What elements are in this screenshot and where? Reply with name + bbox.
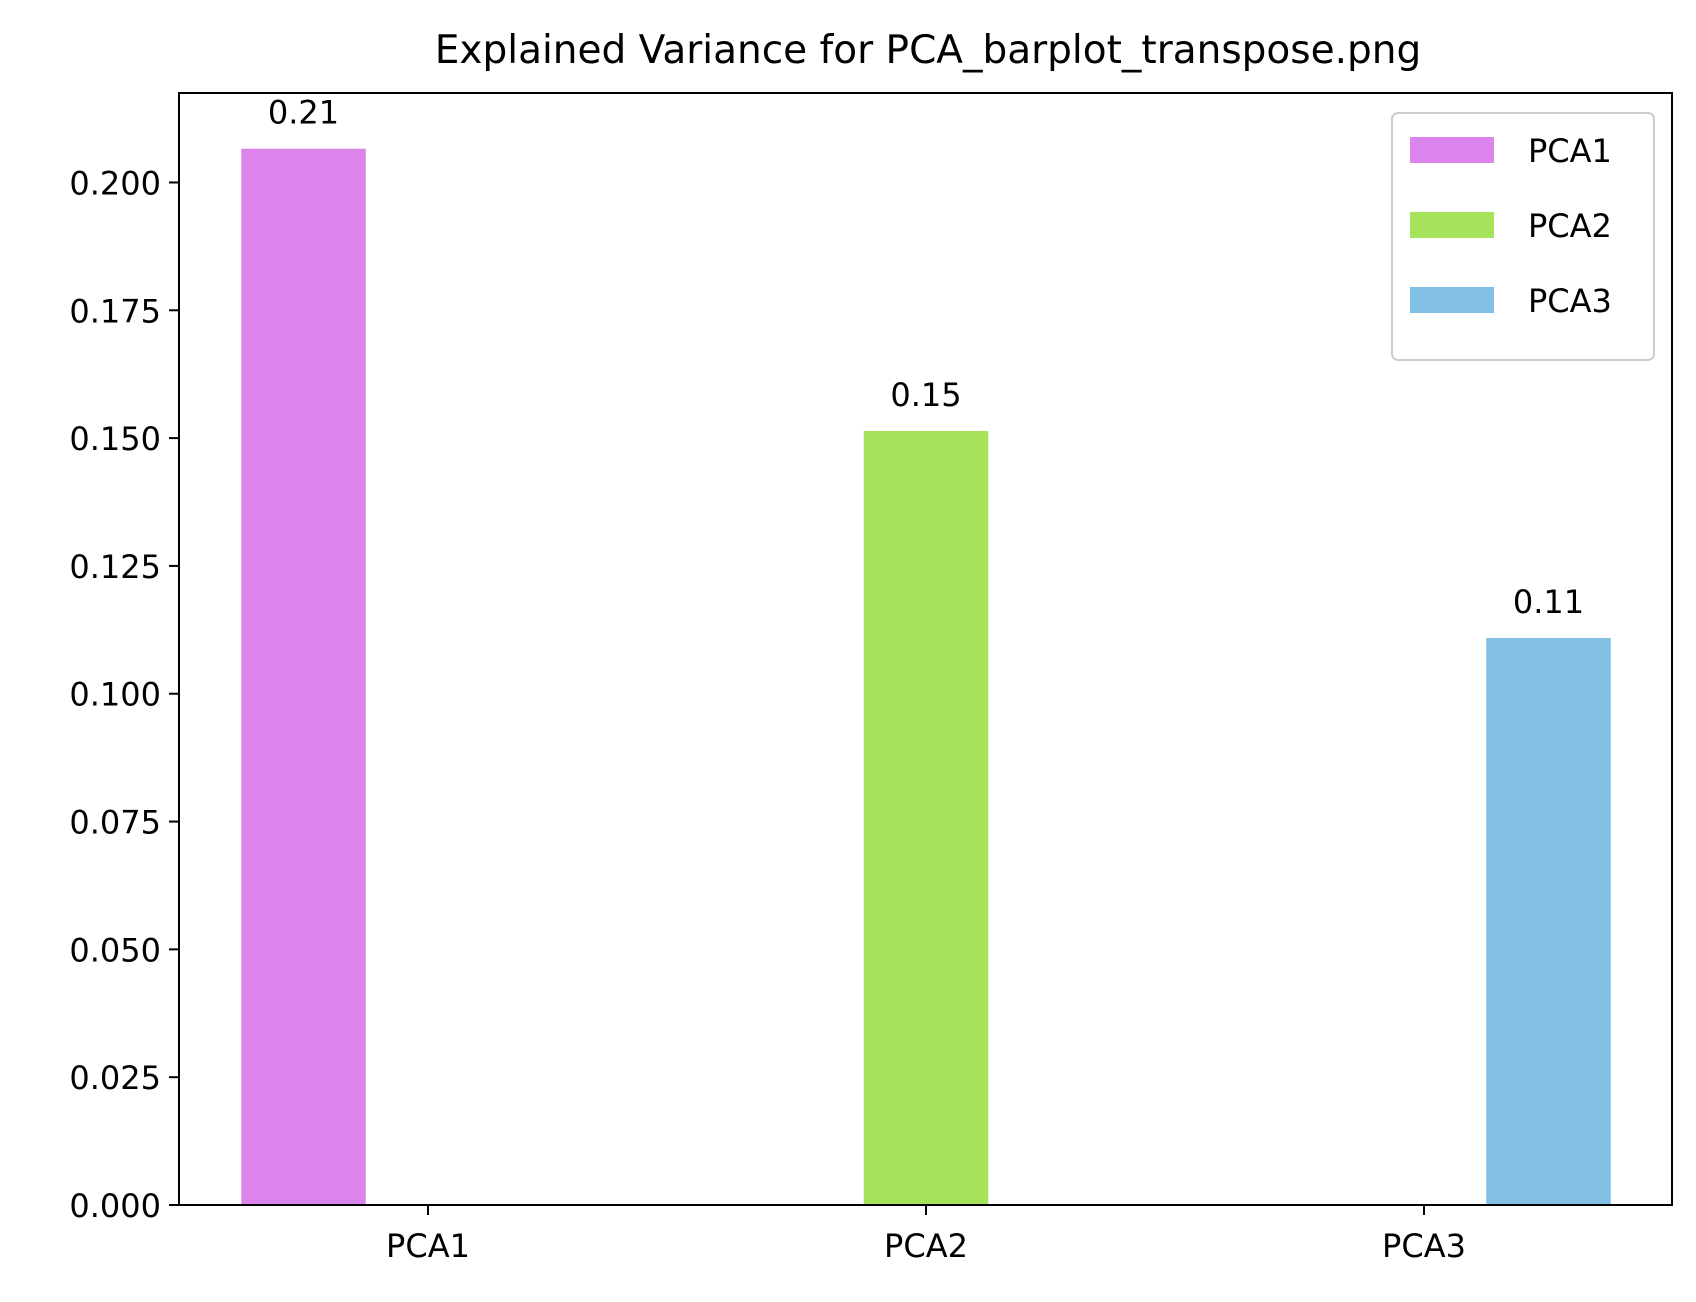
legend-label-pca1: PCA1 [1528,132,1612,170]
x-tick-label: PCA3 [1382,1227,1466,1265]
y-tick-label: 0.150 [69,420,161,458]
y-tick-label: 0.200 [69,164,161,202]
y-tick-label: 0.100 [69,676,161,714]
bar-pca3-pca3 [1486,638,1611,1205]
bar-pca2-pca2 [863,430,989,1205]
y-tick-label: 0.075 [69,804,161,842]
y-tick-label: 0.125 [69,548,161,586]
legend-swatch-pca3 [1410,287,1494,313]
legend: PCA1 PCA2 PCA3 [1391,112,1655,361]
plot-area: 0.21 0.15 0.11 [241,94,1611,1206]
data-label-pca3: 0.11 [1513,583,1584,621]
bar-pca1-pca1 [241,148,366,1206]
y-tick-label: 0.050 [69,931,161,969]
legend-label-pca2: PCA2 [1528,207,1612,245]
y-tick-label: 0.175 [69,292,161,330]
legend-swatch-pca2 [1410,212,1494,238]
legend-swatch-pca1 [1410,137,1494,163]
axes: 0.000 0.025 0.050 0.075 0.100 0.125 0.150 0.175… [69,92,1673,1265]
data-label-pca2: 0.15 [890,376,961,414]
x-tick-label: PCA1 [386,1227,470,1265]
chart-title: Explained Variance for PCA_barplot_trans… [435,28,1421,73]
y-tick-label: 0.000 [69,1187,161,1225]
data-label-pca1: 0.21 [268,94,339,132]
y-tick-label: 0.025 [69,1059,161,1097]
x-tick-label: PCA2 [884,1227,968,1265]
legend-label-pca3: PCA3 [1528,282,1612,320]
